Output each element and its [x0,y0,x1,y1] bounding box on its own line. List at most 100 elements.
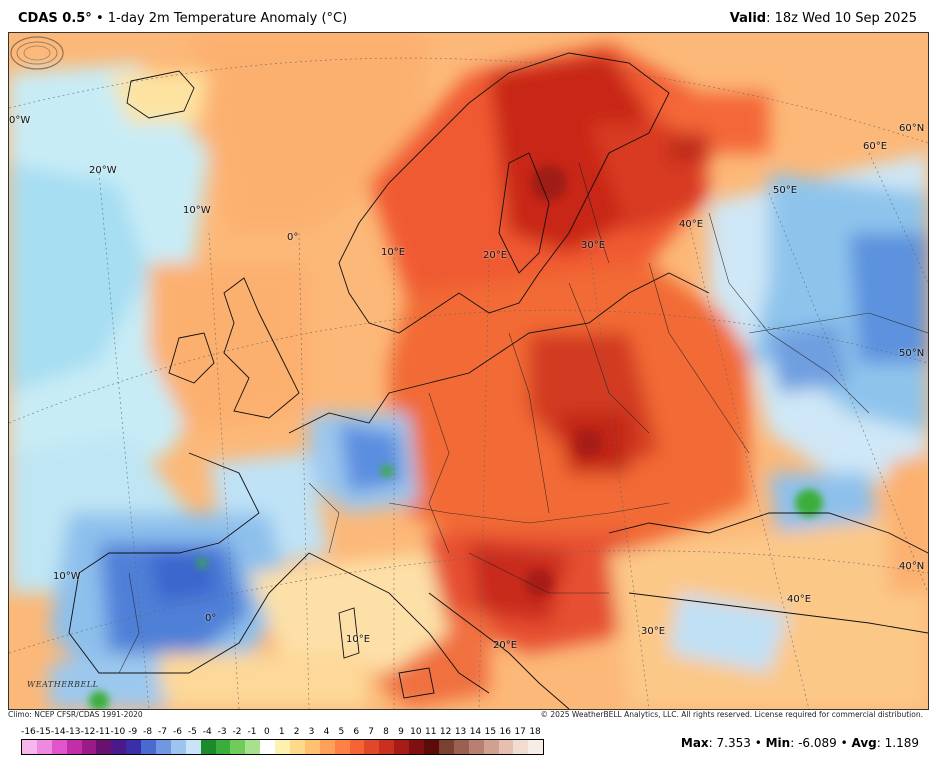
valid-time: : 18z Wed 10 Sep 2025 [766,11,917,26]
coord-label: 50°E [773,185,798,196]
coord-label: 10°W [183,205,211,216]
color-swatch [215,740,231,754]
color-scale-label: 13 [454,727,467,737]
color-scale-label: 14 [469,727,482,737]
color-scale-label: 3 [308,727,315,737]
color-scale-label: 2 [293,727,300,737]
color-scale-label: 16 [499,727,511,737]
color-scale-label: -15 [35,727,51,737]
color-scale-label: 8 [383,727,389,737]
color-scale-label: -1 [247,727,257,737]
color-swatch [260,740,276,754]
color-scale-label: -14 [50,727,66,737]
color-scale-bar [21,739,545,755]
color-swatch [513,740,529,754]
color-swatch [468,740,484,754]
color-scale-label: -3 [217,727,227,737]
color-swatch [334,740,350,754]
map-title: 1-day 2m Temperature Anomaly (°C) [107,11,348,26]
coord-label: 30°E [641,626,666,637]
color-scale-label: -11 [95,727,111,737]
avg-label: Avg [851,736,877,750]
color-scale-label: 11 [425,727,437,737]
color-swatch [275,740,291,754]
color-swatch [290,740,305,754]
color-scale-label: -4 [202,727,212,737]
color-swatch [230,740,246,754]
color-scale-label: 0 [263,727,270,737]
color-scale-label: 15 [484,727,497,737]
color-swatch [141,740,157,754]
color-swatch [170,740,186,754]
max-value: : 7.353 [708,736,751,750]
color-scale-label: 4 [323,727,330,737]
color-scale-label: -8 [143,727,153,737]
color-swatch [379,740,395,754]
color-scale-label: -13 [65,727,81,737]
min-label: Min [765,736,791,750]
coord-label: 10°E [346,634,371,645]
coord-label: 20°E [483,250,508,261]
header-title-block: CDAS 0.5° • 1-day 2m Temperature Anomaly… [18,11,347,26]
color-swatch [81,740,97,754]
color-scale-label: 7 [368,727,375,737]
stats-bullet: • [840,736,848,750]
min-value: : -6.089 [790,736,837,750]
color-swatch [528,740,544,754]
color-scale-label: -5 [187,727,197,737]
color-swatch [156,740,171,754]
country-borders [118,162,928,674]
color-swatch [22,740,37,754]
map-header: CDAS 0.5° • 1-day 2m Temperature Anomaly… [0,0,935,32]
color-swatch [483,740,499,754]
color-scale-label: -2 [232,727,242,737]
color-scale-labels: -16 -15 -14 -13 -12 -11 -10 -9 -8 -7 -6 -5 -4 -3 -2 -1 0… [21,727,544,739]
coord-label: 50°N [899,348,925,359]
coord-label: 0° [205,613,217,624]
coord-label: 40°N [899,561,925,572]
color-swatch [438,740,454,754]
valid-time-block: Valid: 18z Wed 10 Sep 2025 [730,11,917,26]
map-graphic [9,33,928,709]
anomaly-peaks [89,165,823,709]
color-scale-label: 5 [338,727,345,737]
coord-label: 60°N [899,123,925,134]
coord-label: 20°W [89,165,117,176]
color-swatch [126,740,142,754]
color-swatch [96,740,112,754]
color-swatch [319,740,335,754]
color-swatch [453,740,469,754]
color-scale-label: 9 [398,727,404,737]
color-swatch [498,740,514,754]
color-scale-label: -7 [158,727,168,737]
color-swatch [200,740,216,754]
coord-label: 0° [287,232,299,243]
climo-note: Climo: NCEP CFSR/CDAS 1991-2020 [8,710,143,719]
max-label: Max [680,736,709,750]
color-swatch [409,740,425,754]
color-swatch [185,740,201,754]
anomaly-map: 0°W 20°W 10°W 0° 10°E 20°E 30°E 40°E 50°… [8,32,929,710]
summary-stats: Max: 7.353 • Min: -6.089 • Avg: 1.189 [681,736,919,750]
valid-label: Valid [729,11,767,26]
color-scale-label: -16 [21,727,36,737]
stats-bullet: • [754,736,762,750]
graticule [9,57,928,709]
color-swatch [51,740,67,754]
color-scale-label: 6 [353,727,360,737]
coord-label: 10°E [381,247,406,258]
color-swatch [245,740,261,754]
color-swatch [349,740,365,754]
coord-label: 60°E [863,141,888,152]
color-scale-label: -6 [172,727,182,737]
color-swatch [394,740,410,754]
coord-label: 40°E [679,219,704,230]
coastlines [68,52,928,709]
coord-label: 0°W [9,115,31,126]
color-scale-label: 12 [439,727,452,737]
color-scale-label: -12 [80,727,96,737]
color-scale-label: -9 [128,727,138,737]
weatherbell-logo-icon [10,36,64,70]
color-swatch [66,740,82,754]
color-scale-label: -10 [110,727,126,737]
